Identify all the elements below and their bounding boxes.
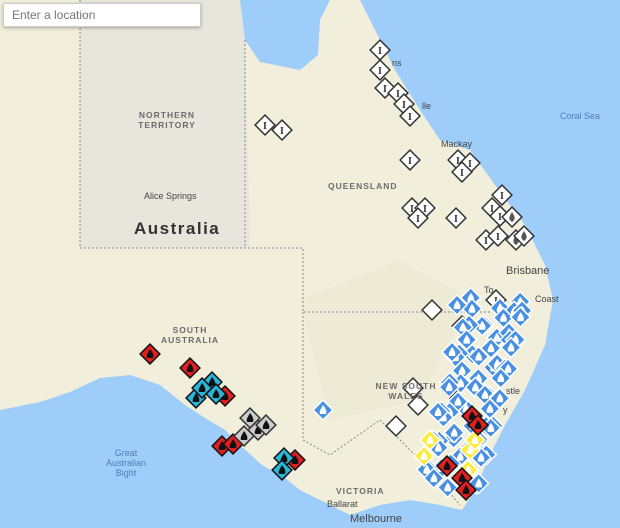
label-great-australian-bight: Great Australian Bight — [105, 448, 147, 478]
state-borders — [79, 0, 490, 506]
incident-icon[interactable]: I — [491, 184, 513, 206]
inland-region — [300, 260, 470, 420]
fire-emergency-icon[interactable] — [139, 343, 161, 365]
fire-advice-icon[interactable] — [460, 297, 483, 320]
incident-icon[interactable]: I — [445, 207, 467, 229]
svg-text:I: I — [408, 156, 412, 167]
fire-watch-act-icon[interactable] — [413, 445, 435, 467]
svg-text:I: I — [456, 156, 460, 167]
svg-text:I: I — [498, 212, 502, 223]
label-new-south-wales: NEW SOUTH WALES — [375, 381, 437, 401]
fire-advice-icon[interactable] — [441, 341, 463, 363]
label-mackay: Mackay — [441, 139, 473, 149]
hazard-icon[interactable] — [421, 299, 443, 321]
label-coral-sea: Coral Sea — [560, 111, 601, 121]
svg-text:I: I — [280, 126, 284, 137]
label-queensland: QUEENSLAND — [328, 181, 398, 191]
svg-text:I: I — [416, 214, 420, 225]
fire-advice-icon[interactable] — [422, 467, 445, 490]
fire-emergency-icon[interactable] — [436, 455, 458, 477]
fire-watch-act-icon[interactable] — [464, 429, 486, 451]
svg-text:I: I — [500, 191, 504, 202]
location-search-input[interactable] — [3, 3, 201, 27]
svg-text:I: I — [408, 112, 412, 123]
incident-icon[interactable]: I — [369, 39, 391, 61]
fire-advice-icon[interactable] — [467, 345, 490, 368]
fire-advice-icon[interactable] — [451, 359, 473, 382]
svg-text:I: I — [423, 204, 427, 215]
label-australia: Australia — [134, 219, 221, 238]
fire-emergency-icon[interactable] — [455, 479, 477, 501]
label-gold-coast: Coast — [535, 294, 559, 304]
svg-text:I: I — [490, 204, 494, 215]
svg-text:I: I — [460, 168, 464, 179]
fire-advice-icon[interactable] — [478, 397, 501, 420]
label-victoria: VICTORIA — [336, 486, 385, 496]
incident-icon[interactable]: I — [489, 205, 511, 227]
incident-icon[interactable]: I — [254, 114, 276, 136]
svg-text:I: I — [454, 214, 458, 225]
hazard-icon[interactable] — [402, 377, 424, 399]
fire-emergency-icon[interactable] — [467, 414, 489, 436]
incident-icon[interactable]: I — [399, 149, 421, 171]
fire-advice-icon[interactable] — [436, 476, 459, 499]
label-newcastle: stle — [506, 386, 521, 396]
label-sydney: y — [503, 405, 508, 415]
incident-icon[interactable]: I — [399, 105, 421, 127]
label-south-australia: SOUTH AUSTRALIA — [160, 325, 220, 345]
incident-icon[interactable]: I — [451, 161, 473, 183]
incident-icon[interactable]: I — [487, 225, 509, 247]
svg-text:I: I — [402, 100, 406, 111]
incident-icon[interactable]: I — [407, 207, 429, 229]
label-brisbane: Brisbane — [506, 265, 550, 277]
fire-emergency-icon[interactable] — [179, 357, 201, 379]
hazard-drop-icon[interactable] — [513, 225, 535, 247]
svg-text:I: I — [378, 66, 382, 77]
fire-advice-icon[interactable] — [443, 421, 466, 444]
fire-advice-icon[interactable] — [509, 306, 532, 329]
northern-territory-region — [80, 0, 250, 248]
burn-off-icon[interactable] — [191, 377, 213, 399]
label-ballarat: Ballarat — [327, 499, 358, 509]
label-melbourne: Melbourne — [350, 513, 402, 525]
svg-text:I: I — [263, 121, 267, 132]
fire-advice-icon[interactable] — [500, 336, 522, 359]
marker-layer: IIIIIIIIIIIIIIIIIIIIII — [139, 39, 535, 501]
fire-advice-icon[interactable] — [471, 314, 494, 337]
hazard-icon[interactable] — [407, 394, 429, 416]
fire-advice-icon[interactable] — [446, 294, 468, 316]
svg-text:I: I — [378, 46, 382, 57]
incident-icon[interactable]: I — [369, 59, 391, 81]
hazard-drop-icon[interactable] — [501, 206, 523, 228]
fire-advice-icon[interactable] — [489, 367, 512, 390]
svg-text:I: I — [383, 84, 387, 95]
svg-text:I: I — [484, 236, 488, 247]
svg-text:I: I — [496, 232, 500, 243]
planned-burn-icon[interactable] — [233, 425, 255, 447]
svg-text:I: I — [396, 89, 400, 100]
label-northern-territory: NORTHERN TERRITORY — [138, 110, 196, 130]
hazard-icon[interactable] — [385, 415, 407, 437]
fire-advice-icon[interactable] — [312, 399, 334, 421]
label-alice-springs: Alice Springs — [144, 191, 197, 201]
fire-advice-icon[interactable] — [427, 401, 449, 423]
label-cairns: ns — [392, 58, 402, 68]
svg-text:I: I — [410, 204, 414, 215]
svg-text:I: I — [468, 159, 472, 170]
fire-watch-act-icon[interactable] — [419, 429, 441, 451]
incident-icon[interactable]: I — [271, 119, 293, 141]
label-toowoomba: To — [484, 285, 494, 295]
planned-burn-icon[interactable] — [255, 414, 277, 436]
label-townsville: lle — [422, 101, 432, 111]
burn-off-icon[interactable] — [271, 459, 293, 481]
fire-advice-icon[interactable] — [438, 376, 461, 399]
